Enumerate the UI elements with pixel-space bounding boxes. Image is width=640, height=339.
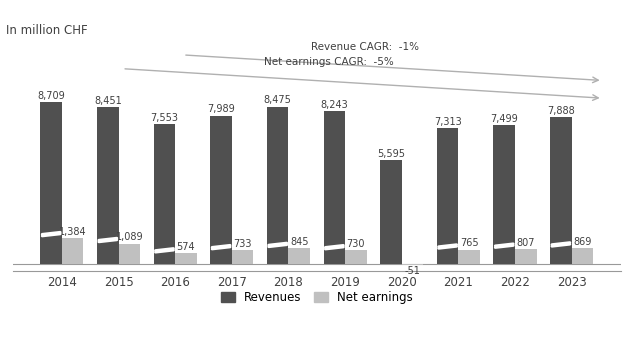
Text: 8,243: 8,243 (321, 100, 348, 110)
Bar (289, 248, 310, 264)
Text: Revenue CAGR:  -1%: Revenue CAGR: -1% (312, 42, 419, 52)
Legend: Revenues, Net earnings: Revenues, Net earnings (216, 286, 418, 308)
Text: 7,553: 7,553 (150, 113, 179, 123)
Text: Net earnings CAGR:  -5%: Net earnings CAGR: -5% (264, 57, 394, 67)
Text: 7,499: 7,499 (490, 114, 518, 124)
Text: 845: 845 (290, 237, 308, 247)
Bar (154, 124, 175, 264)
Bar (572, 248, 593, 264)
Text: 7,313: 7,313 (434, 117, 461, 127)
Bar (324, 111, 345, 264)
Text: 807: 807 (516, 238, 535, 248)
Text: 869: 869 (573, 237, 591, 246)
Bar (267, 106, 289, 264)
Bar (97, 107, 118, 264)
Bar (402, 264, 423, 265)
Text: 733: 733 (234, 239, 252, 249)
Text: 7,888: 7,888 (547, 106, 575, 116)
Bar (40, 102, 62, 264)
Text: -51: -51 (404, 266, 420, 276)
Text: 730: 730 (347, 239, 365, 249)
Bar (493, 125, 515, 264)
Text: 8,451: 8,451 (94, 96, 122, 106)
Bar (211, 116, 232, 264)
Bar (380, 160, 402, 264)
Bar (345, 250, 367, 264)
Text: 7,989: 7,989 (207, 104, 235, 115)
Bar (62, 238, 83, 264)
Text: 765: 765 (460, 238, 479, 248)
Bar (458, 250, 480, 264)
Text: 5,595: 5,595 (377, 149, 405, 159)
Text: In million CHF: In million CHF (6, 24, 88, 37)
Bar (437, 128, 458, 264)
Bar (550, 118, 572, 264)
Bar (232, 250, 253, 264)
Text: 1,384: 1,384 (59, 227, 86, 237)
Bar (118, 244, 140, 264)
Text: 574: 574 (177, 242, 195, 252)
Text: 8,709: 8,709 (37, 91, 65, 101)
Text: 8,475: 8,475 (264, 96, 292, 105)
Bar (515, 249, 536, 264)
Bar (175, 253, 196, 264)
Text: 1,089: 1,089 (116, 233, 143, 242)
